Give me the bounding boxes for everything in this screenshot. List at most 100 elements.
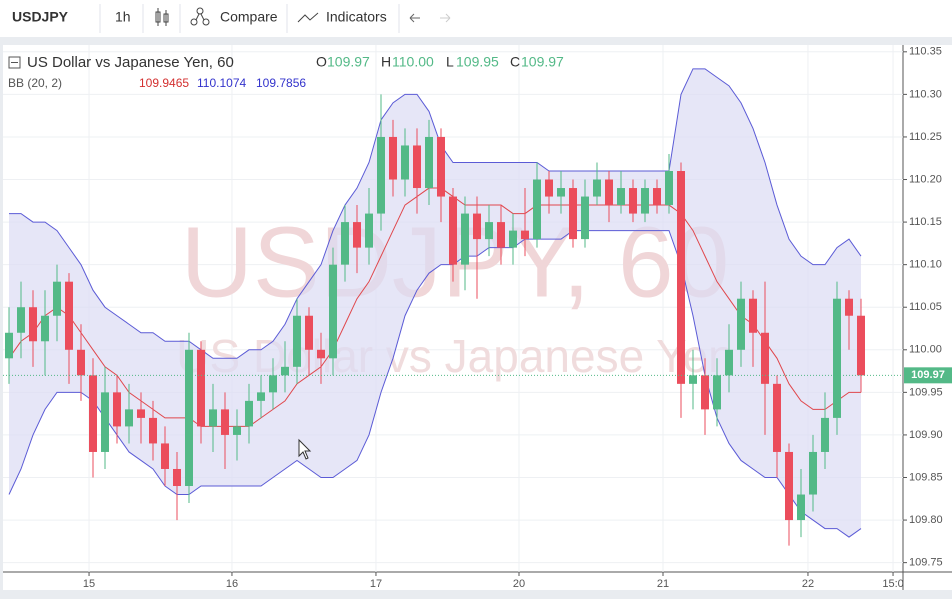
x-tick-label: 20 [513, 578, 525, 590]
x-tick-label: 22 [802, 578, 814, 590]
toolbar [0, 0, 952, 37]
candle-body [221, 409, 229, 435]
candle-body [473, 213, 481, 240]
candle-body [185, 349, 193, 487]
cursor [298, 438, 312, 460]
last-price-tag [904, 367, 952, 384]
candle-body [713, 375, 721, 410]
candle-body [653, 188, 661, 206]
candle-body [461, 213, 469, 265]
bb-name: BB (20, 2) [8, 76, 62, 90]
candle-body [401, 145, 409, 180]
candle-body [269, 375, 277, 393]
candle-body [617, 188, 625, 206]
candle-body [425, 136, 433, 189]
candle-body [89, 375, 97, 452]
x-tick-label: 16 [226, 578, 238, 590]
candle-body [533, 179, 541, 240]
h-value: 110.00 [392, 54, 434, 70]
candle-body [629, 188, 637, 214]
candle-body [77, 349, 85, 376]
candle-body [689, 375, 697, 384]
candle-body [197, 349, 205, 427]
compare-icon[interactable] [190, 7, 210, 26]
candle-body [581, 196, 589, 240]
candle-body [41, 315, 49, 342]
candle-body [725, 349, 733, 376]
candle-body [437, 136, 445, 197]
candle-body [53, 281, 61, 316]
candle-body [449, 196, 457, 265]
candle-body [641, 188, 649, 214]
indicators-icon[interactable] [297, 12, 319, 23]
c-label: C [510, 54, 520, 70]
candle-body [701, 375, 709, 410]
h-label: H [381, 54, 391, 70]
y-tick-label: 109.95 [909, 386, 943, 398]
candle-body [857, 315, 865, 376]
y-tick-label: 110.25 [909, 131, 942, 143]
candle-body [809, 451, 817, 495]
candle-body [665, 171, 673, 206]
interval[interactable]: 1h [115, 9, 131, 25]
y-tick-label: 110.35 [909, 46, 942, 58]
candle-body [17, 307, 25, 333]
y-tick-label: 110.10 [909, 259, 942, 271]
candle-body [389, 136, 397, 180]
candle-body [341, 222, 349, 265]
x-tick-label: 15:0 [882, 578, 903, 590]
y-tick-label: 110.15 [909, 216, 942, 228]
candle-body [569, 188, 577, 240]
candle-body [101, 392, 109, 452]
candle-body [305, 315, 313, 350]
y-tick-label: 109.85 [909, 471, 943, 483]
candle-body [737, 298, 745, 350]
bb-lower: 109.7856 [256, 76, 306, 90]
candle-body [317, 349, 325, 359]
candle-body [281, 366, 289, 376]
candle-body [5, 332, 13, 359]
candle-body [821, 417, 829, 452]
redo[interactable] [440, 13, 451, 23]
y-tick-label: 110.20 [909, 173, 942, 185]
series-title: US Dollar vs Japanese Yen, 60 [27, 54, 234, 71]
indicators[interactable]: Indicators [326, 9, 387, 25]
candle-icon[interactable] [155, 8, 169, 26]
c-value: 109.97 [521, 54, 564, 70]
candle-body [353, 222, 361, 248]
x-tick-label: 21 [657, 578, 669, 590]
candle-body [173, 468, 181, 487]
candle-body [29, 307, 37, 342]
candle-body [677, 171, 685, 384]
y-tick-label: 109.90 [909, 429, 943, 441]
o-value: 109.97 [327, 54, 370, 70]
band-upper [9, 68, 862, 359]
axes: 110.35 110.30 110.25 110.20 110.15 110.10 110.… [83, 46, 952, 590]
y-tick-label: 110.00 [909, 344, 942, 356]
bb-upper: 110.1074 [197, 76, 246, 90]
candle-body [161, 443, 169, 469]
candle-body [113, 392, 121, 427]
y-tick-label: 109.80 [909, 514, 943, 526]
symbol[interactable]: USDJPY [12, 9, 69, 25]
undo[interactable] [409, 13, 420, 23]
candle-body [749, 298, 757, 333]
candle-body [557, 188, 565, 197]
candle-body [365, 213, 373, 248]
candle-body [149, 417, 157, 444]
candle-body [209, 409, 217, 427]
y-tick-label: 110.30 [909, 88, 942, 100]
bb-middle: 109.9465 [139, 76, 189, 90]
candle-body [377, 136, 385, 214]
band-lower [8, 230, 862, 538]
candle-body [521, 230, 529, 240]
candle-body [293, 315, 301, 367]
candle-body [605, 179, 613, 206]
l-label: L [446, 54, 454, 70]
candle-body [125, 409, 133, 427]
collapse[interactable] [8, 56, 21, 69]
candle-body [257, 392, 265, 401]
y-tick-label: 110.05 [909, 301, 942, 313]
compare[interactable]: Compare [220, 9, 278, 25]
